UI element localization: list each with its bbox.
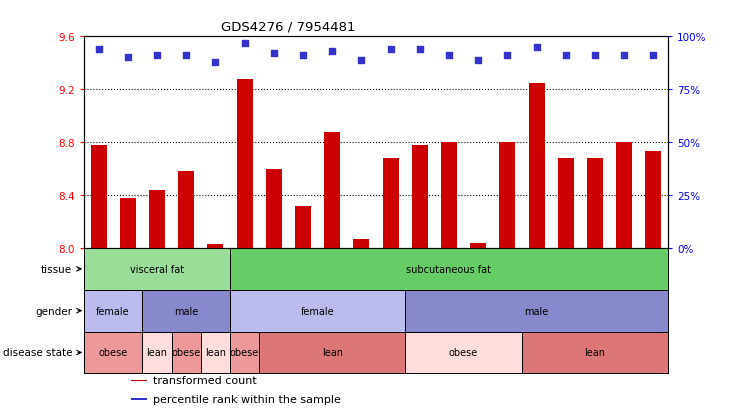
Bar bbox=[172, 332, 201, 373]
Bar bbox=[529, 83, 545, 248]
Title: GDS4276 / 7954481: GDS4276 / 7954481 bbox=[221, 21, 356, 34]
Bar bbox=[84, 332, 142, 373]
Bar bbox=[131, 399, 147, 400]
Bar bbox=[353, 239, 369, 248]
Bar bbox=[237, 79, 253, 248]
Point bbox=[589, 53, 601, 59]
Text: percentile rank within the sample: percentile rank within the sample bbox=[153, 394, 341, 404]
Bar bbox=[412, 145, 428, 248]
Text: lean: lean bbox=[585, 348, 605, 358]
Text: female: female bbox=[301, 306, 334, 316]
Text: gender: gender bbox=[35, 306, 72, 316]
Bar bbox=[142, 332, 172, 373]
Text: disease state: disease state bbox=[3, 348, 72, 358]
Point bbox=[210, 59, 221, 66]
Point bbox=[122, 55, 134, 62]
Bar bbox=[645, 152, 661, 248]
Bar bbox=[84, 290, 142, 332]
Bar bbox=[616, 143, 632, 248]
Bar bbox=[230, 248, 668, 290]
Bar bbox=[131, 380, 147, 381]
Point bbox=[297, 53, 309, 59]
Point bbox=[472, 57, 484, 64]
Text: obese: obese bbox=[172, 348, 201, 358]
Text: subcutaneous fat: subcutaneous fat bbox=[407, 264, 491, 274]
Text: female: female bbox=[96, 306, 130, 316]
Bar bbox=[142, 290, 230, 332]
Bar bbox=[230, 332, 259, 373]
Bar bbox=[558, 159, 574, 248]
Text: obese: obese bbox=[99, 348, 128, 358]
Point bbox=[443, 53, 455, 59]
Point bbox=[268, 51, 280, 57]
Bar bbox=[266, 169, 282, 248]
Bar bbox=[120, 198, 136, 248]
Text: lean: lean bbox=[147, 348, 167, 358]
Bar bbox=[324, 132, 340, 248]
Bar bbox=[441, 143, 457, 248]
Bar bbox=[295, 206, 311, 248]
Point bbox=[502, 53, 513, 59]
Text: obese: obese bbox=[449, 348, 478, 358]
Text: transformed count: transformed count bbox=[153, 375, 257, 385]
Point bbox=[618, 53, 630, 59]
Bar bbox=[383, 159, 399, 248]
Text: lean: lean bbox=[322, 348, 342, 358]
Point bbox=[180, 53, 192, 59]
Point bbox=[414, 47, 426, 53]
Bar bbox=[587, 159, 603, 248]
Bar bbox=[84, 248, 230, 290]
Text: lean: lean bbox=[205, 348, 226, 358]
Bar bbox=[230, 290, 405, 332]
Point bbox=[648, 53, 659, 59]
Bar bbox=[201, 332, 230, 373]
Bar bbox=[259, 332, 405, 373]
Bar bbox=[522, 332, 668, 373]
Bar bbox=[499, 143, 515, 248]
Bar bbox=[178, 172, 194, 248]
Point bbox=[239, 40, 250, 47]
Bar bbox=[405, 290, 668, 332]
Text: obese: obese bbox=[230, 348, 259, 358]
Point bbox=[151, 53, 163, 59]
Bar bbox=[207, 244, 223, 248]
Text: visceral fat: visceral fat bbox=[130, 264, 184, 274]
Text: tissue: tissue bbox=[41, 264, 72, 274]
Point bbox=[326, 49, 338, 55]
Point bbox=[385, 47, 396, 53]
Text: male: male bbox=[174, 306, 199, 316]
Bar bbox=[470, 243, 486, 248]
Point bbox=[531, 45, 542, 51]
Bar bbox=[91, 145, 107, 248]
Bar bbox=[405, 332, 522, 373]
Bar bbox=[149, 190, 165, 248]
Point bbox=[356, 57, 367, 64]
Point bbox=[93, 47, 104, 53]
Point bbox=[560, 53, 572, 59]
Text: male: male bbox=[524, 306, 549, 316]
